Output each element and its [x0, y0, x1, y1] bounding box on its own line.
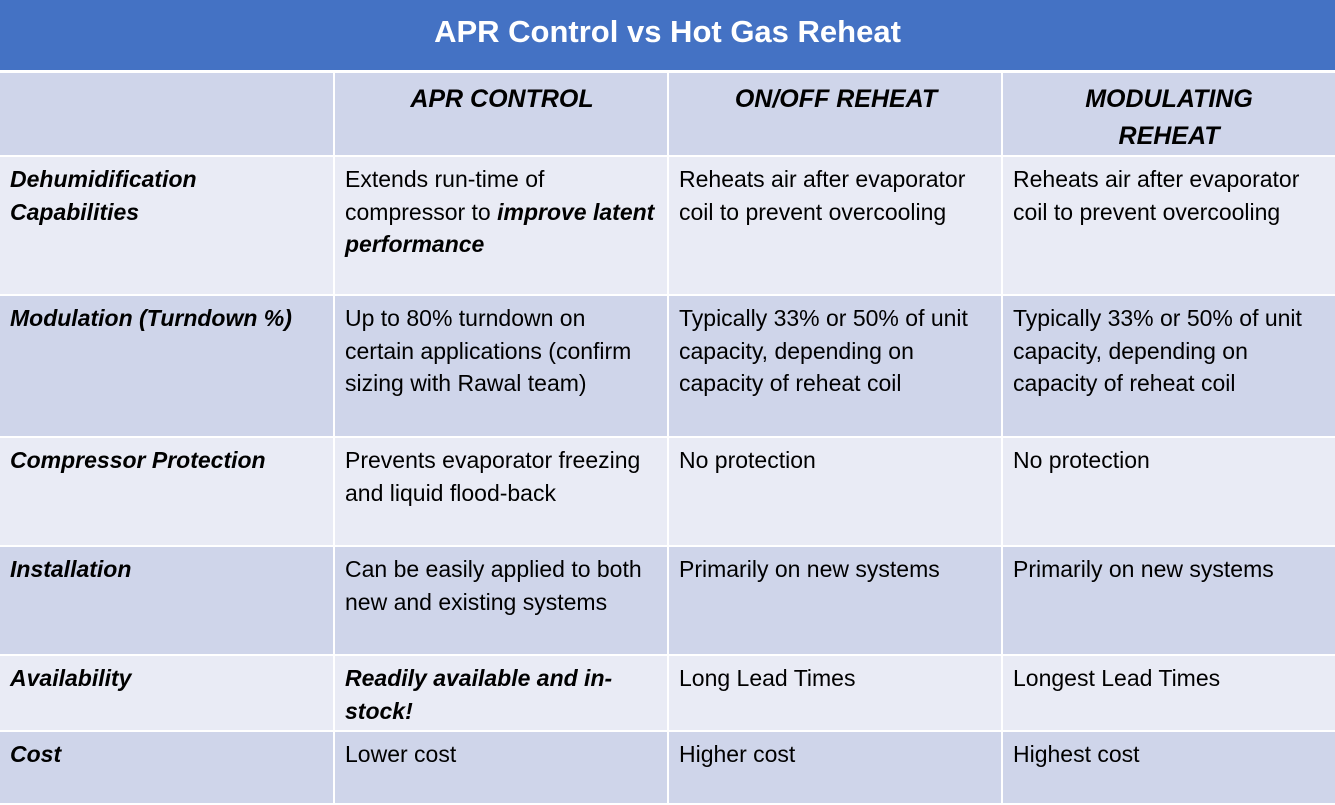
table-row: Installation Can be easily applied to bo… — [0, 546, 1335, 656]
cell-apr-control: Lower cost — [334, 731, 669, 805]
cell-modulating-reheat: Reheats air after evaporator coil to pre… — [1002, 156, 1335, 296]
cell-onoff-reheat: Long Lead Times — [668, 655, 1003, 732]
header-apr-control: APR CONTROL — [334, 73, 669, 157]
cell-modulating-reheat: Longest Lead Times — [1002, 655, 1335, 732]
cell-emphasis-text: improve latent performance — [345, 198, 655, 258]
cell-onoff-reheat: Higher cost — [668, 731, 1003, 805]
comparison-table: APR CONTROL ON/OFF REHEAT MODULATING REH… — [0, 73, 1335, 805]
cell-apr-control: Extends run-time of compressor to improv… — [334, 156, 669, 296]
cell-onoff-reheat: Typically 33% or 50% of unit capacity, d… — [668, 295, 1003, 438]
cell-onoff-reheat: Reheats air after evaporator coil to pre… — [668, 156, 1003, 296]
cell-text: Extends run-time of compressor to — [345, 166, 545, 225]
row-label: Cost — [0, 731, 335, 805]
slide-title: APR Control vs Hot Gas Reheat — [0, 0, 1335, 70]
table-header-row: APR CONTROL ON/OFF REHEAT MODULATING REH… — [0, 73, 1335, 157]
cell-modulating-reheat: No protection — [1002, 437, 1335, 547]
table-row: Availability Readily available and in-st… — [0, 655, 1335, 732]
table-row: Compressor Protection Prevents evaporato… — [0, 437, 1335, 547]
cell-onoff-reheat: No protection — [668, 437, 1003, 547]
cell-apr-control: Can be easily applied to both new and ex… — [334, 546, 669, 656]
cell-modulating-reheat: Primarily on new systems — [1002, 546, 1335, 656]
cell-modulating-reheat: Typically 33% or 50% of unit capacity, d… — [1002, 295, 1335, 438]
cell-apr-control: Prevents evaporator freezing and liquid … — [334, 437, 669, 547]
row-label: Compressor Protection — [0, 437, 335, 547]
row-label: Availability — [0, 655, 335, 732]
row-label: Installation — [0, 546, 335, 656]
header-cell-empty — [0, 73, 335, 157]
cell-modulating-reheat: Highest cost — [1002, 731, 1335, 805]
header-modulating-reheat: MODULATING REHEAT — [1002, 73, 1335, 157]
header-onoff-reheat: ON/OFF REHEAT — [668, 73, 1003, 157]
cell-apr-control: Readily available and in-stock! — [334, 655, 669, 732]
row-label: Dehumidification Capabilities — [0, 156, 335, 296]
cell-apr-control: Up to 80% turndown on certain applicatio… — [334, 295, 669, 438]
table-row: Cost Lower cost Higher cost Highest cost — [0, 731, 1335, 805]
table-row: Dehumidification Capabilities Extends ru… — [0, 156, 1335, 296]
row-label: Modulation (Turndown %) — [0, 295, 335, 438]
table-row: Modulation (Turndown %) Up to 80% turndo… — [0, 295, 1335, 438]
cell-onoff-reheat: Primarily on new systems — [668, 546, 1003, 656]
